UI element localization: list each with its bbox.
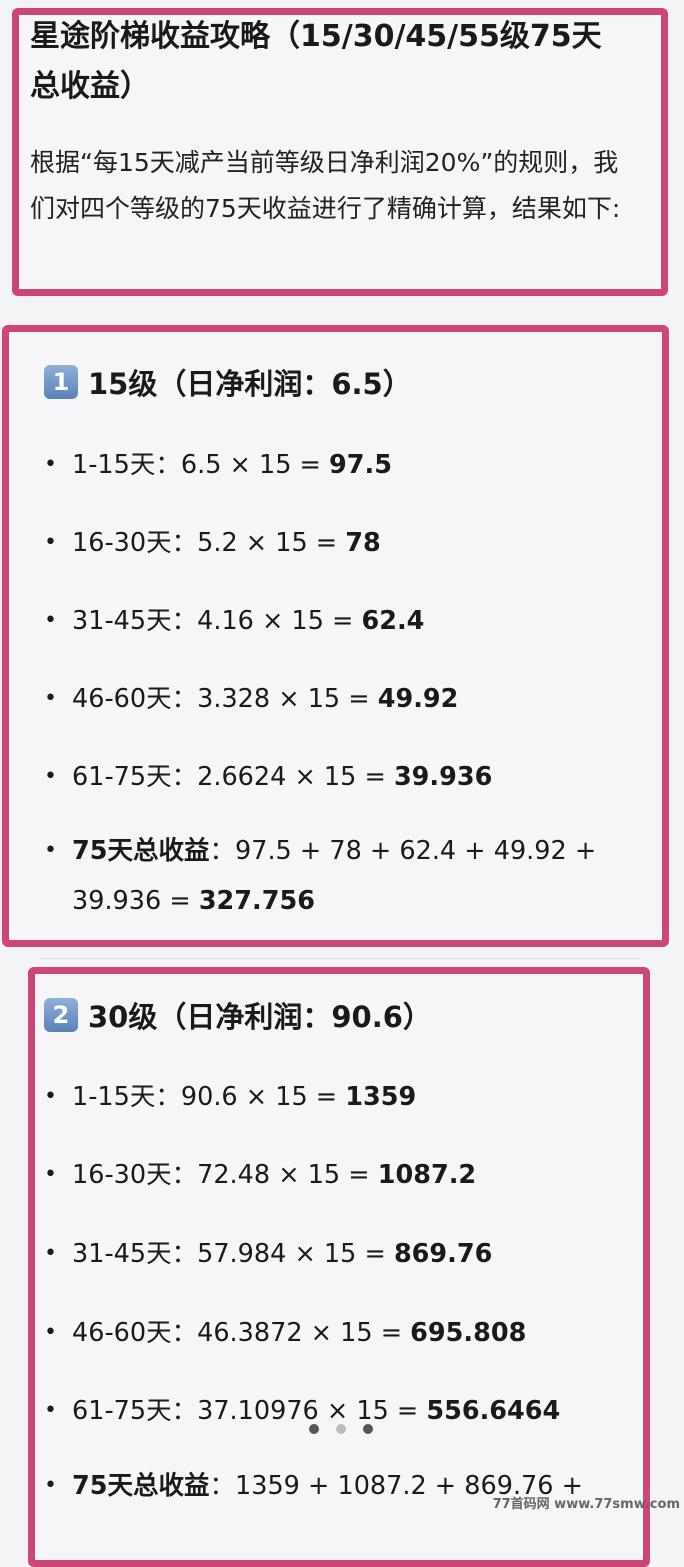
- pager-dot[interactable]: [309, 1424, 319, 1434]
- item-result: 695.808: [410, 1318, 527, 1348]
- item-label: 1-15天：: [72, 450, 181, 480]
- list-item: • 1-15天：90.6 × 15 = 1359: [44, 1072, 416, 1122]
- bullet-icon: •: [44, 452, 57, 477]
- total-expr: ：1359 + 1087.2 + 869.76 +: [209, 1471, 583, 1501]
- bullet-icon: •: [44, 1398, 57, 1423]
- intro-text: 根据“每15天减产当前等级日净利润20%”的规则，我们对四个等级的75天收益进行…: [30, 148, 621, 223]
- list-item: • 31-45天：57.984 × 15 = 869.76: [44, 1229, 492, 1279]
- bullet-icon: •: [44, 1241, 57, 1266]
- bullet-icon: •: [44, 608, 57, 633]
- pager-dot[interactable]: [336, 1424, 346, 1434]
- total-result: 327.756: [198, 886, 315, 916]
- item-result: 62.4: [361, 606, 425, 636]
- item-expr: 57.984 × 15 =: [197, 1239, 394, 1269]
- section-heading-text: 15级（日净利润：6.5）: [88, 367, 412, 401]
- list-item: • 46-60天：46.3872 × 15 = 695.808: [44, 1308, 526, 1358]
- item-result: 49.92: [377, 684, 459, 714]
- item-label: 1-15天：: [72, 1082, 181, 1112]
- item-expr: 2.6624 × 15 =: [197, 762, 394, 792]
- list-item: • 1-15天：6.5 × 15 = 97.5: [44, 440, 392, 490]
- number-badge-icon: 2: [44, 998, 78, 1032]
- item-label: 61-75天：: [72, 1396, 198, 1426]
- bullet-icon: •: [44, 764, 57, 789]
- section-heading: 1 15级（日净利润：6.5）: [44, 360, 412, 404]
- list-item: • 61-75天：2.6624 × 15 = 39.936: [44, 752, 492, 802]
- intro-highlight-box: [12, 8, 668, 296]
- bullet-icon: •: [44, 1320, 57, 1345]
- item-result: 39.936: [393, 762, 493, 792]
- item-expr: 4.16 × 15 =: [197, 606, 362, 636]
- item-expr: 46.3872 × 15 =: [197, 1318, 411, 1348]
- divider: [40, 958, 640, 959]
- item-expr: 37.10976 × 15 =: [197, 1396, 427, 1426]
- item-expr: 3.328 × 15 =: [197, 684, 378, 714]
- item-label: 31-45天：: [72, 606, 198, 636]
- list-item: • 46-60天：3.328 × 15 = 49.92: [44, 674, 458, 724]
- list-item: • 31-45天：4.16 × 15 = 62.4: [44, 596, 424, 646]
- number-badge-icon: 1: [44, 365, 78, 399]
- list-item: • 61-75天：37.10976 × 15 = 556.6464: [44, 1386, 560, 1436]
- bullet-icon: •: [44, 1162, 57, 1187]
- item-result: 556.6464: [426, 1396, 561, 1426]
- item-result: 869.76: [393, 1239, 493, 1269]
- item-label: 31-45天：: [72, 1239, 198, 1269]
- item-label: 46-60天：: [72, 1318, 198, 1348]
- item-expr: 72.48 × 15 =: [197, 1160, 378, 1190]
- item-label: 16-30天：: [72, 1160, 198, 1190]
- pager-dot[interactable]: [363, 1424, 373, 1434]
- bullet-icon: •: [44, 530, 57, 555]
- total-label: 75天总收益: [72, 836, 210, 866]
- watermark: 77首码网 www.77smw.com: [492, 1497, 680, 1512]
- item-result: 97.5: [329, 450, 392, 480]
- item-label: 16-30天：: [72, 528, 198, 558]
- bullet-icon: •: [44, 1473, 57, 1498]
- section-heading-text: 30级（日净利润：90.6）: [88, 1000, 432, 1034]
- bullet-icon: •: [44, 838, 57, 863]
- item-result: 78: [345, 528, 381, 558]
- bullet-icon: •: [44, 1084, 57, 1109]
- total-item: • 75天总收益：97.5 + 78 + 62.4 + 49.92 + 39.93…: [44, 826, 634, 926]
- item-expr: 5.2 × 15 =: [197, 528, 346, 558]
- total-label: 75天总收益: [72, 1471, 210, 1501]
- item-expr: 6.5 × 15 =: [180, 450, 330, 480]
- section-heading: 2 30级（日净利润：90.6）: [44, 993, 432, 1037]
- item-label: 61-75天：: [72, 762, 198, 792]
- item-label: 46-60天：: [72, 684, 198, 714]
- total-item: • 75天总收益：1359 + 1087.2 + 869.76 +: [44, 1461, 634, 1511]
- item-expr: 90.6 × 15 =: [180, 1082, 346, 1112]
- bullet-icon: •: [44, 686, 57, 711]
- item-result: 1359: [345, 1082, 417, 1112]
- carousel-pager[interactable]: [309, 1424, 373, 1434]
- total-expr: ：97.5 + 78 + 62.4 + 49.92 + 39.936 =: [72, 836, 597, 916]
- list-item: • 16-30天：72.48 × 15 = 1087.2: [44, 1150, 476, 1200]
- list-item: • 16-30天：5.2 × 15 = 78: [44, 518, 381, 568]
- section-1-highlight-box: [2, 325, 669, 947]
- item-result: 1087.2: [377, 1160, 477, 1190]
- page-title: 星途阶梯收益攻略（15/30/45/55级75天总收益）: [30, 19, 602, 104]
